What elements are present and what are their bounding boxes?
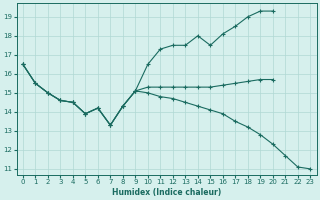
X-axis label: Humidex (Indice chaleur): Humidex (Indice chaleur) <box>112 188 221 197</box>
